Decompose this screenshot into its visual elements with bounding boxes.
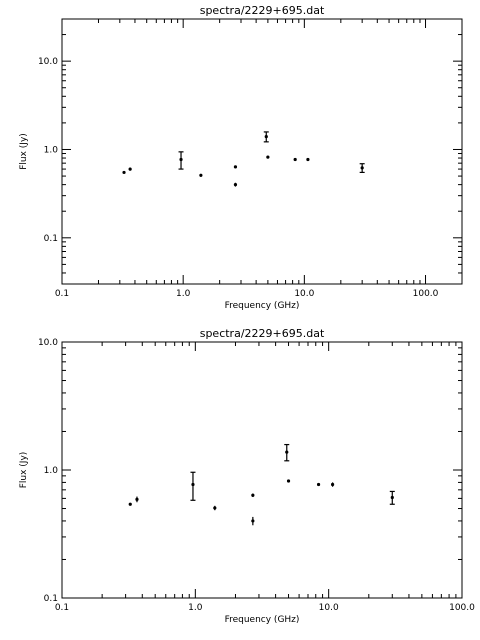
point-marker [306,157,310,162]
data-point [128,167,132,171]
point-marker [233,183,238,187]
chart-1: spectra/2229+695.dat Frequency (GHz) Flux … [19,4,463,311]
y-tick-label: 0.1 [44,594,58,604]
y-tick-label: 10.0 [38,338,58,348]
data-point [306,157,310,162]
x-tick-label: 1.0 [176,289,191,299]
point-marker [122,170,126,175]
point-marker [390,495,394,500]
x-tick-label: 0.1 [55,603,69,613]
data-point [359,163,365,174]
point-marker [264,134,268,139]
data-point [135,496,139,503]
data-point [266,155,270,159]
plot-frame [61,341,463,599]
data-point [213,505,217,511]
data-point [316,482,321,487]
point-marker [360,166,364,170]
point-marker [286,479,291,483]
y-axis-label: Flux (Jy) [19,452,29,489]
data-point [286,479,291,483]
chart-title: spectra/2229+695.dat [200,327,325,340]
point-marker [213,506,217,510]
data-point [251,493,255,498]
x-axis-label: Frequency (GHz) [225,615,300,625]
point-marker [251,519,255,523]
x-tick-label: 100.0 [413,289,439,299]
data-point [190,471,196,501]
y-tick-label: 10.0 [38,57,58,67]
point-marker [266,155,270,159]
data-point [263,131,269,143]
data-point [199,173,203,177]
chart-title: spectra/2229+695.dat [200,4,325,17]
data-point [128,502,132,506]
data-point [178,151,184,170]
data-point [330,482,335,487]
point-marker [316,482,321,487]
point-marker [128,502,132,506]
y-tick-label: 0.1 [44,234,58,244]
point-marker [179,157,183,162]
point-marker [293,157,297,162]
data-point [122,170,126,175]
data-point [293,157,297,162]
point-marker [285,450,289,454]
point-marker [128,167,132,171]
point-marker [233,165,238,169]
data-point [233,182,238,187]
point-marker [199,173,203,177]
data-point [251,516,255,526]
plot-frame [61,18,463,285]
data-point [233,165,238,169]
y-axis-label: Flux (Jy) [19,133,29,170]
data-point [284,443,290,462]
x-tick-label: 10.0 [319,603,339,613]
data-point [389,490,395,505]
x-tick-label: 10.0 [294,289,314,299]
y-tick-label: 1.0 [44,145,59,155]
point-marker [135,497,139,501]
point-marker [251,493,255,497]
point-marker [191,482,195,487]
chart-2: spectra/2229+695.dat Frequency (GHz) Flux … [19,327,475,625]
point-marker [330,482,335,487]
x-tick-label: 1.0 [188,603,203,613]
x-tick-label: 100.0 [449,603,475,613]
x-tick-label: 0.1 [55,289,69,299]
x-axis-label: Frequency (GHz) [225,301,300,311]
y-tick-label: 1.0 [44,466,59,476]
